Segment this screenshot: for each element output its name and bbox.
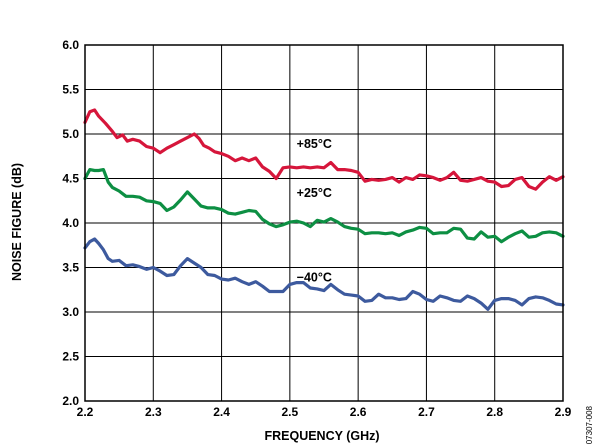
grid: [85, 45, 563, 401]
y-tick-label: 2.0: [62, 394, 79, 408]
plot-frame: [84, 44, 564, 402]
x-tick-label: 2.6: [350, 405, 367, 419]
x-tick-label: 2.7: [418, 405, 435, 419]
plot-border: [84, 44, 564, 402]
x-tick-label: 2.4: [213, 405, 230, 419]
y-tick-label: 5.5: [62, 83, 79, 97]
y-tick-label: 2.5: [62, 350, 79, 364]
x-tick-label: 2.9: [555, 405, 572, 419]
x-tick-label: 2.8: [486, 405, 503, 419]
figure-code: 07307-008: [585, 405, 594, 444]
series-line: [83, 108, 565, 191]
tick-labels: 2.2 2.3 2.4 2.5 2.6 2.7 2.8 2.9 2.0 2.5 3.0 3.5 4.0 4…: [62, 38, 571, 419]
series-label: +25°C: [297, 186, 332, 200]
series-lines: [83, 108, 565, 311]
series-label: +85°C: [297, 137, 332, 151]
y-tick-label: 5.0: [62, 127, 79, 141]
y-tick-label: 3.0: [62, 305, 79, 319]
y-tick-label: 6.0: [62, 38, 79, 52]
x-tick-label: 2.3: [145, 405, 162, 419]
y-tick-label: 4.5: [62, 172, 79, 186]
series-label: −40°C: [297, 271, 332, 285]
series-line: [83, 168, 565, 244]
series-line: [83, 237, 565, 311]
y-axis-label: NOISE FIGURE (dB): [10, 163, 24, 281]
x-tick-label: 2.2: [77, 405, 94, 419]
x-tick-label: 2.5: [282, 405, 299, 419]
y-tick-label: 4.0: [62, 216, 79, 230]
y-tick-label: 3.5: [62, 261, 79, 275]
x-axis-label: FREQUENCY (GHz): [264, 429, 379, 443]
series-labels: +85°C +25°C −40°C: [297, 137, 332, 284]
